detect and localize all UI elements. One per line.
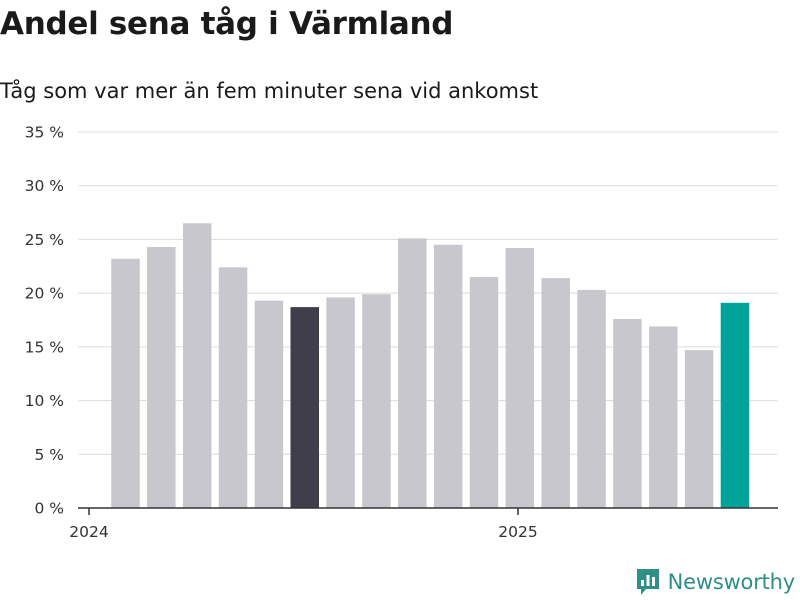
y-tick-label: 0 % xyxy=(34,500,64,518)
bar-2024-09 xyxy=(398,238,427,508)
bar-chart-icon xyxy=(636,569,659,595)
bar-2024-06 xyxy=(290,307,319,508)
bar-2024-05 xyxy=(254,300,284,508)
chart-subtitle: Tåg som var mer än fem minuter sena vid … xyxy=(0,79,539,103)
bar-2025-04 xyxy=(649,326,678,508)
bar-2025-05 xyxy=(684,350,714,508)
bar-2024-07 xyxy=(326,297,355,508)
y-tick-label: 35 % xyxy=(25,124,64,142)
bar-2025-03 xyxy=(613,318,642,508)
bar-chart: 0 % 5 % 10 % 15 % 20 % 25 % 30 % 35 % 2024 2025 xyxy=(25,124,778,541)
bar-2024-12 xyxy=(505,248,535,508)
bar-2024-02 xyxy=(147,246,176,508)
x-axis: 2024 2025 xyxy=(69,507,778,541)
bar-2024-04 xyxy=(218,267,248,508)
bar-2024-10 xyxy=(433,244,463,509)
y-tick-label: 30 % xyxy=(25,177,64,195)
bar-2024-01 xyxy=(111,258,140,508)
bar-2025-06 xyxy=(720,302,750,508)
y-tick-label: 10 % xyxy=(25,392,64,410)
bar-2024-11 xyxy=(469,277,499,508)
y-tick-label: 20 % xyxy=(25,285,64,303)
y-tick-label: 15 % xyxy=(25,338,64,356)
y-tick-label: 5 % xyxy=(34,446,64,464)
bar-2024-03 xyxy=(182,223,212,509)
y-tick-label: 25 % xyxy=(25,231,64,249)
bar-2025-02 xyxy=(577,289,606,508)
bar-2025-01 xyxy=(541,278,570,508)
bar-2024-08 xyxy=(362,294,391,508)
brand-logo: Newsworthy xyxy=(635,567,795,597)
brand-name: Newsworthy xyxy=(667,570,796,594)
chart-title: Andel sena tåg i Värmland xyxy=(0,6,454,42)
bars xyxy=(111,223,750,509)
y-axis-ticks: 0 % 5 % 10 % 15 % 20 % 25 % 30 % 35 % xyxy=(25,124,64,518)
x-tick-label: 2024 xyxy=(69,523,108,541)
x-tick-label: 2025 xyxy=(498,523,537,541)
